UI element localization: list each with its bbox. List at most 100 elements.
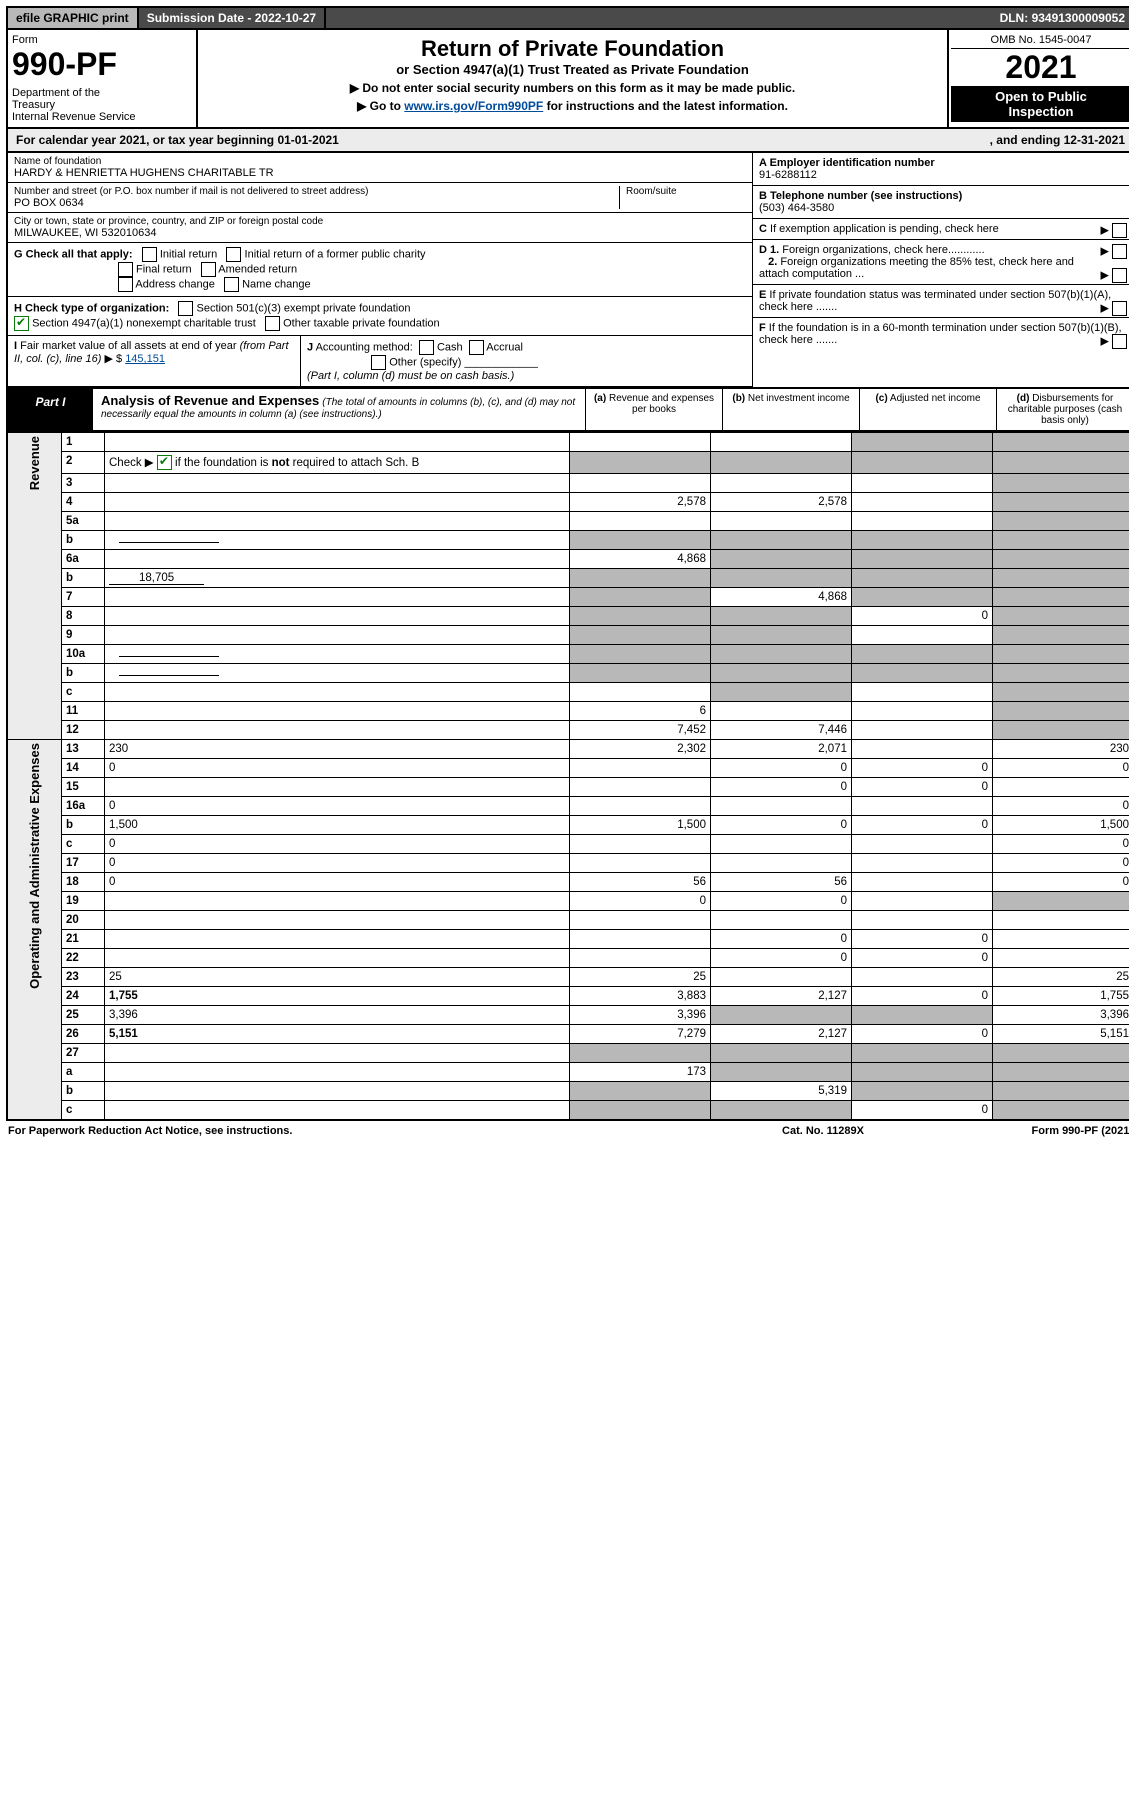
fmv-amount-link[interactable]: 145,151 xyxy=(125,353,165,365)
table-row: 16a00 xyxy=(7,797,1129,816)
amount-cell-d: 1,755 xyxy=(993,987,1129,1006)
amount-cell-d xyxy=(993,1044,1129,1063)
amount-cell-c xyxy=(852,968,993,987)
chk-initial-return[interactable] xyxy=(142,247,157,262)
line-number: 17 xyxy=(62,854,105,873)
table-row: b xyxy=(7,664,1129,683)
dln-cell: DLN: 93491300009052 xyxy=(992,8,1129,28)
table-row: 2100 xyxy=(7,930,1129,949)
dln-value: 93491300009052 xyxy=(1032,11,1125,25)
amount-cell-b xyxy=(711,645,852,664)
amount-cell-d xyxy=(993,721,1129,740)
line-description xyxy=(105,911,570,930)
chk-final-return[interactable] xyxy=(118,262,133,277)
calyear-begin: 01-01-2021 xyxy=(277,133,338,147)
line-number: 19 xyxy=(62,892,105,911)
table-row: a173 xyxy=(7,1063,1129,1082)
amount-cell-a xyxy=(570,949,711,968)
form-header: Form 990-PF Department of theTreasuryInt… xyxy=(6,30,1129,129)
col-b-header: (b) Net investment income xyxy=(722,389,859,430)
table-row: 3 xyxy=(7,474,1129,493)
chk-d2[interactable] xyxy=(1112,268,1127,283)
chk-f[interactable] xyxy=(1112,334,1127,349)
amount-cell-d xyxy=(993,433,1129,452)
chk-c[interactable] xyxy=(1112,223,1127,238)
amount-cell-b xyxy=(711,854,852,873)
top-bar-spacer xyxy=(326,8,991,28)
instructions-link[interactable]: www.irs.gov/Form990PF xyxy=(404,99,543,113)
amount-cell-c: 0 xyxy=(852,1101,993,1121)
chk-cash[interactable] xyxy=(419,340,434,355)
h-lead: H Check type of organization: xyxy=(14,302,169,314)
part-1-header: Part I Analysis of Revenue and Expenses … xyxy=(6,389,1129,432)
amount-cell-b xyxy=(711,664,852,683)
instr2-pre: ▶ Go to xyxy=(357,99,404,113)
amount-cell-a: 1,500 xyxy=(570,816,711,835)
amount-cell-b: 0 xyxy=(711,930,852,949)
amount-cell-b xyxy=(711,626,852,645)
amount-cell-c xyxy=(852,740,993,759)
form-subtitle: or Section 4947(a)(1) Trust Treated as P… xyxy=(204,62,941,77)
j-lead: J xyxy=(307,341,313,353)
amount-cell-d: 0 xyxy=(993,854,1129,873)
chk-accrual[interactable] xyxy=(469,340,484,355)
line-description: 230 xyxy=(105,740,570,759)
line-number: 21 xyxy=(62,930,105,949)
amount-cell-c: 0 xyxy=(852,987,993,1006)
amount-cell-d xyxy=(993,1101,1129,1121)
amount-cell-d xyxy=(993,512,1129,531)
amount-cell-b xyxy=(711,702,852,721)
line-number: c xyxy=(62,1101,105,1121)
chk-4947a1[interactable] xyxy=(14,316,29,331)
table-row: 27 xyxy=(7,1044,1129,1063)
part-1-title-cell: Analysis of Revenue and Expenses (The to… xyxy=(93,389,585,430)
amount-cell-a: 3,883 xyxy=(570,987,711,1006)
chk-name-change[interactable] xyxy=(224,277,239,292)
g-lead: G Check all that apply: xyxy=(14,248,133,260)
chk-sch-b[interactable] xyxy=(157,455,172,470)
info-left: Name of foundation HARDY & HENRIETTA HUG… xyxy=(8,153,752,387)
table-row: 2200 xyxy=(7,949,1129,968)
amount-cell-a: 4,868 xyxy=(570,550,711,569)
chk-initial-former[interactable] xyxy=(226,247,241,262)
chk-501c3[interactable] xyxy=(178,301,193,316)
chk-other-taxable[interactable] xyxy=(265,316,280,331)
page-footer: For Paperwork Reduction Act Notice, see … xyxy=(6,1121,1129,1141)
h-opt-1: Section 501(c)(3) exempt private foundat… xyxy=(196,302,410,314)
table-row: 20 xyxy=(7,911,1129,930)
amount-cell-b: 5,319 xyxy=(711,1082,852,1101)
line-description: 5,151 xyxy=(105,1025,570,1044)
table-row: c0 xyxy=(7,1101,1129,1121)
line-description: 18,705 xyxy=(105,569,570,588)
line-number: c xyxy=(62,683,105,702)
amount-cell-d xyxy=(993,531,1129,550)
phone-row: B Telephone number (see instructions) (5… xyxy=(753,186,1129,219)
line-number: 25 xyxy=(62,1006,105,1025)
line-number: 11 xyxy=(62,702,105,721)
amount-cell-b xyxy=(711,797,852,816)
submission-date-cell: Submission Date - 2022-10-27 xyxy=(139,8,326,28)
amount-cell-a: 3,396 xyxy=(570,1006,711,1025)
amount-cell-a xyxy=(570,930,711,949)
chk-other-method[interactable] xyxy=(371,355,386,370)
amount-cell-a xyxy=(570,626,711,645)
amount-cell-a xyxy=(570,452,711,474)
h-opt-2: Section 4947(a)(1) nonexempt charitable … xyxy=(32,317,256,329)
chk-amended-return[interactable] xyxy=(201,262,216,277)
chk-e[interactable] xyxy=(1112,301,1127,316)
amount-cell-b: 0 xyxy=(711,778,852,797)
table-row: 6a4,868 xyxy=(7,550,1129,569)
line-description xyxy=(105,645,570,664)
chk-d1[interactable] xyxy=(1112,244,1127,259)
chk-address-change[interactable] xyxy=(118,277,133,292)
name-label: Name of foundation xyxy=(14,156,746,167)
street-row: Number and street (or P.O. box number if… xyxy=(8,183,752,213)
phone-value: (503) 464-3580 xyxy=(759,202,1127,214)
amount-cell-d: 0 xyxy=(993,835,1129,854)
line-description xyxy=(105,664,570,683)
line-number: c xyxy=(62,835,105,854)
amount-cell-a xyxy=(570,607,711,626)
line-number: 3 xyxy=(62,474,105,493)
amount-cell-c xyxy=(852,474,993,493)
line-description xyxy=(105,702,570,721)
